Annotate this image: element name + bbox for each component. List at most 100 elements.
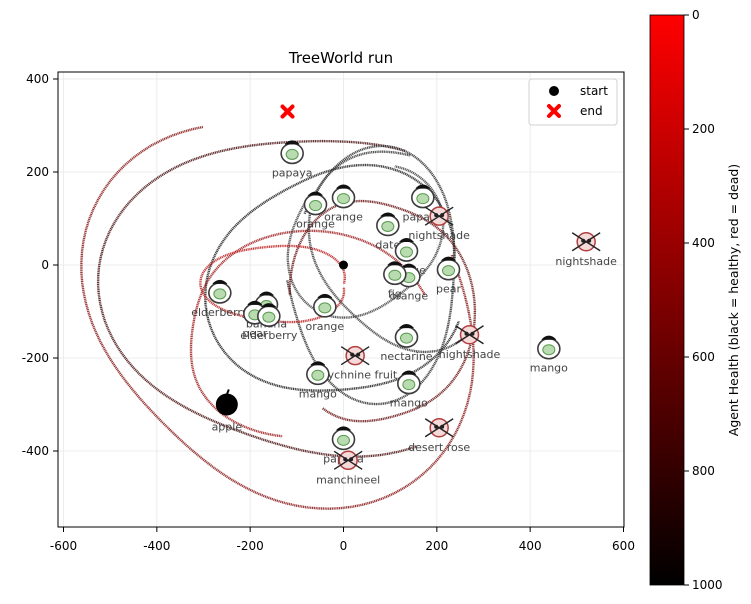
- poison-item: desert rose: [408, 418, 470, 454]
- fruit-icon: [331, 184, 356, 209]
- legend-end-label: end: [580, 104, 603, 118]
- fruit-icon: [208, 279, 232, 304]
- colorbar-tick-label: 200: [692, 122, 715, 136]
- trajectory-segment: [307, 150, 476, 354]
- colorbar: [649, 14, 685, 586]
- fruit-item: elderberry: [240, 303, 298, 342]
- y-tick-label: 400: [26, 72, 49, 86]
- fruit-icon: [537, 335, 561, 360]
- skull-icon: [333, 450, 363, 471]
- fruit-item: mango: [390, 370, 428, 410]
- axis-ticks: -600 -400 -200 0 200 400 600 -400 -200 0 200 400: [22, 72, 635, 553]
- x-tick-label: 400: [519, 539, 542, 553]
- x-tick-label: -600: [50, 539, 77, 553]
- item-label: nightshade: [555, 255, 617, 268]
- y-tick-label: -200: [22, 351, 49, 365]
- fruit-item: elderberry: [191, 279, 249, 319]
- item-label: desert rose: [408, 441, 470, 454]
- fruit-icon: [331, 426, 356, 451]
- trajectory-segment: [199, 244, 347, 324]
- grid: [58, 72, 624, 527]
- apple-icon: [215, 393, 238, 416]
- end-marker: [280, 104, 295, 119]
- item-label: manchineel: [316, 473, 380, 486]
- trajectory-segment: [96, 139, 418, 458]
- item-label: mango: [390, 397, 428, 410]
- fruit-item: orange: [296, 191, 335, 231]
- trajectory-segment: [204, 163, 461, 392]
- apple-stem: [225, 389, 230, 395]
- fruit-item: pear: [436, 256, 461, 296]
- item-label: mango: [299, 387, 337, 400]
- x-tick-label: 0: [340, 539, 348, 553]
- colorbar-tick-label: 0: [692, 8, 700, 22]
- x-tick-label: -400: [143, 539, 170, 553]
- skull-icon: [340, 345, 370, 366]
- fruit-item: apple: [212, 389, 243, 434]
- fruit-item: fig: [383, 261, 407, 300]
- item-label: nightshade: [408, 229, 470, 242]
- fruit-icon: [257, 303, 281, 327]
- trajectory-segment: [189, 229, 427, 438]
- colorbar-tick-label: 600: [692, 350, 715, 364]
- poison-item: nightshade: [408, 206, 470, 242]
- fruit-item: orange: [305, 293, 344, 333]
- fruit-icon: [436, 256, 461, 281]
- item-label: papaya: [272, 166, 313, 179]
- poison-item: strychnine fruit: [313, 345, 398, 382]
- x-tick-label: 600: [612, 539, 635, 553]
- y-tick-label: 0: [41, 258, 49, 272]
- legend-start-label: start: [580, 84, 608, 98]
- fruit-item: orange: [324, 184, 363, 224]
- colorbar-ticks: 0 200 400 600 800 1000: [684, 8, 723, 592]
- skull-icon: [571, 232, 601, 252]
- fruit-icon: [394, 238, 419, 262]
- poison-item: nightshade: [439, 325, 501, 361]
- start-marker: [339, 260, 348, 270]
- fruit-icon: [280, 140, 304, 165]
- legend-end-marker: [547, 104, 561, 118]
- item-label: elderberry: [240, 329, 298, 342]
- item-label: nectarine: [380, 350, 432, 363]
- skull-icon: [424, 206, 454, 226]
- item-label: fig: [388, 287, 402, 300]
- item-label: strychnine fruit: [313, 369, 398, 382]
- fruit-item: papaya: [323, 426, 364, 465]
- agent-trajectory: [80, 125, 477, 510]
- chart-title: TreeWorld run: [288, 49, 393, 67]
- trajectory-segment: [80, 125, 475, 510]
- fruit-item: date: [375, 212, 400, 251]
- fruit-icon: [313, 293, 337, 318]
- start-end-markers: [280, 104, 348, 270]
- item-label: orange: [324, 211, 363, 224]
- item-label: pear: [242, 327, 267, 340]
- item-label: orange: [389, 290, 428, 303]
- poison-item: nightshade: [555, 232, 617, 268]
- item-label: orange: [305, 320, 344, 333]
- fruit-icon: [383, 261, 407, 286]
- item-label: apple: [212, 421, 243, 434]
- item-label: mango: [530, 362, 568, 375]
- legend-start-marker: [549, 86, 559, 96]
- x-tick-label: 200: [425, 539, 448, 553]
- item-label: pear: [436, 283, 461, 296]
- trajectory-segment: [288, 199, 477, 423]
- fruit-item: papaya: [272, 140, 313, 179]
- item-label: nightshade: [439, 348, 501, 361]
- fruit-icon: [394, 324, 419, 348]
- skull-icon: [424, 418, 454, 438]
- colorbar-label: Agent Health (black = healthy, red = dea…: [726, 164, 741, 436]
- plot-frame: [57, 71, 625, 528]
- colorbar-tick-label: 1000: [692, 578, 723, 592]
- y-tick-label: -400: [22, 444, 49, 458]
- legend: start end: [528, 78, 618, 126]
- fruit-icon: [306, 361, 330, 386]
- x-tick-label: -200: [237, 539, 264, 553]
- item-label: date: [375, 238, 400, 251]
- colorbar-tick-label: 800: [692, 464, 715, 478]
- fruit-icon: [303, 191, 328, 216]
- fruit-icon: [376, 212, 400, 237]
- fruit-item: mango: [299, 361, 337, 400]
